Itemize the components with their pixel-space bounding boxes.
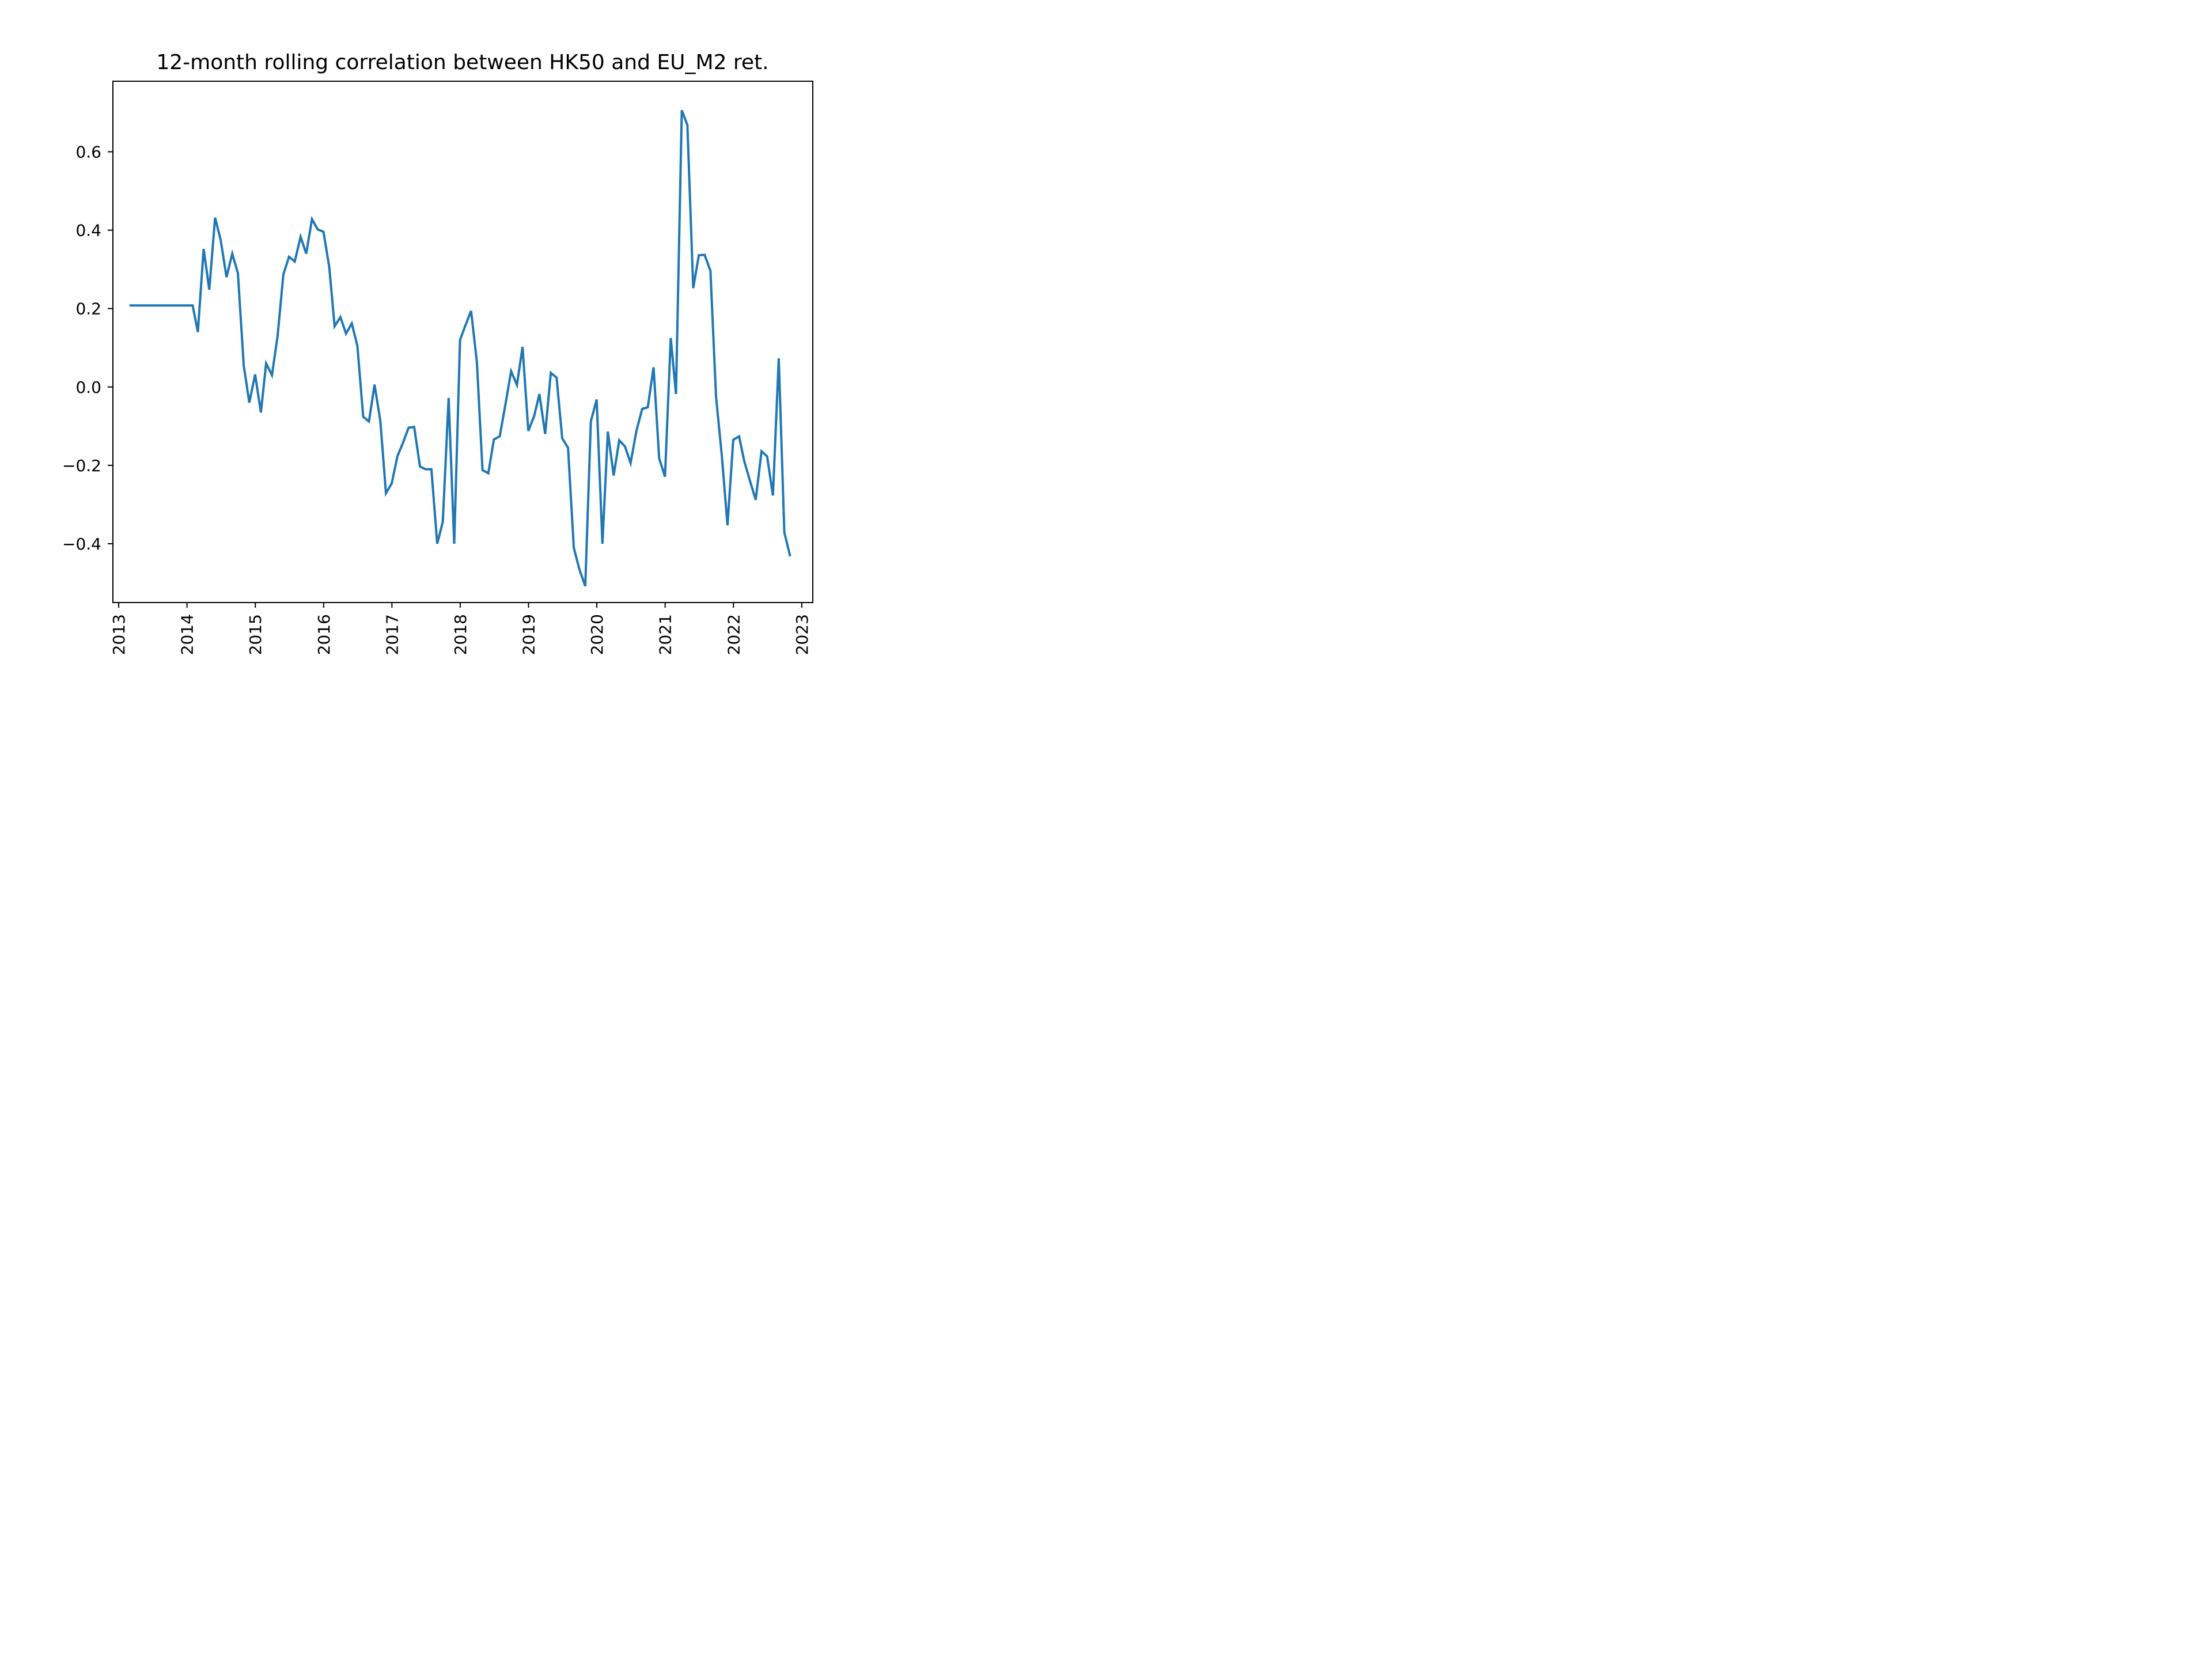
y-tick-label: −0.4 xyxy=(62,535,101,554)
y-tick-label: 0.2 xyxy=(75,300,101,319)
x-tick-label: 2016 xyxy=(315,614,334,655)
x-axis: 2013 2014 2015 2016 2017 2018 2019 2020 2021 2022… xyxy=(109,603,812,655)
x-tick-label: 2013 xyxy=(109,614,128,655)
x-tick-label: 2021 xyxy=(656,614,675,655)
figure-background xyxy=(0,0,891,668)
chart: 12-month rolling correlation between HK5… xyxy=(0,0,891,668)
x-tick-label: 2018 xyxy=(451,614,470,655)
chart-title: 12-month rolling correlation between HK5… xyxy=(156,51,768,74)
y-tick-label: −0.2 xyxy=(62,456,101,475)
x-tick-label: 2019 xyxy=(520,614,539,655)
x-tick-label: 2017 xyxy=(382,614,402,655)
x-tick-label: 2020 xyxy=(588,614,607,655)
x-tick-label: 2015 xyxy=(246,614,265,655)
series-line xyxy=(129,109,791,587)
y-axis: −0.4 −0.2 0.0 0.2 0.4 0.6 xyxy=(62,142,113,554)
axes-frame xyxy=(112,81,813,603)
y-tick-label: 0.4 xyxy=(75,221,101,240)
x-tick-label: 2014 xyxy=(178,614,197,655)
y-tick-label: 0.6 xyxy=(75,142,101,161)
x-tick-label: 2022 xyxy=(724,614,743,655)
x-tick-label: 2023 xyxy=(793,614,812,655)
plot-area xyxy=(129,109,791,587)
y-tick-label: 0.0 xyxy=(75,378,101,397)
